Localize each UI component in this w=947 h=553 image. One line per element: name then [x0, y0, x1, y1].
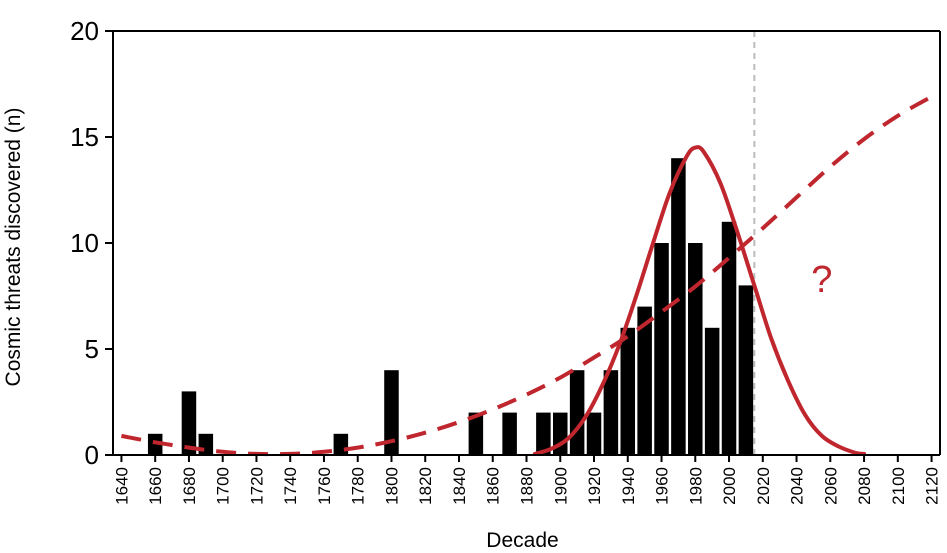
x-tick-label: 1820 — [416, 467, 435, 505]
y-tick-label: 20 — [70, 16, 99, 46]
bar — [620, 327, 636, 455]
x-tick-label: 1780 — [349, 467, 368, 505]
x-tick-label: 1740 — [281, 467, 300, 505]
bar — [704, 327, 720, 455]
bars-layer — [147, 158, 754, 455]
gaussian-fit-line — [532, 145, 867, 456]
x-tick-label: 1940 — [619, 467, 638, 505]
x-tick-label: 1840 — [450, 467, 469, 505]
x-tick-label: 1980 — [686, 467, 705, 505]
y-tick-label: 10 — [70, 228, 99, 258]
bar — [198, 433, 214, 455]
x-tick-label: 1960 — [653, 467, 672, 505]
bar — [721, 221, 737, 455]
x-tick-label: 1720 — [247, 467, 266, 505]
bar — [637, 306, 652, 455]
x-tick-label: 1900 — [551, 467, 570, 505]
x-tick-label: 2100 — [889, 467, 908, 505]
x-tick-label: 1640 — [112, 467, 131, 505]
x-tick-label: 1920 — [585, 467, 604, 505]
bar — [671, 158, 686, 455]
x-tick-label: 2000 — [720, 467, 739, 505]
x-tick-label: 2080 — [855, 467, 874, 505]
y-axis-title: Cosmic threats discovered (n) — [2, 108, 25, 387]
x-tick-label: 1880 — [518, 467, 537, 505]
x-tick-label: 2040 — [788, 467, 807, 505]
x-tick-label: 2060 — [821, 467, 840, 505]
y-tick-label: 15 — [70, 122, 99, 152]
bar — [569, 370, 585, 455]
bar — [654, 243, 669, 455]
x-tick-label: 2120 — [923, 467, 942, 505]
x-tick-label: 1760 — [315, 467, 334, 505]
bar — [502, 412, 517, 455]
bar — [147, 433, 163, 455]
bar — [384, 370, 399, 455]
axes-layer — [112, 30, 941, 456]
x-tick-label: 1700 — [214, 467, 233, 505]
y-tick-label: 0 — [85, 440, 99, 470]
bar — [333, 433, 349, 455]
x-tick-label: 1800 — [382, 467, 401, 505]
bar — [181, 391, 197, 455]
bar — [738, 285, 754, 455]
bar — [468, 412, 484, 455]
x-axis-title: Decade — [486, 529, 558, 552]
ticks-layer: 0 5 10 15 20 1640 1660 1680 1700 1720 1740 1760 1780… — [70, 16, 941, 505]
y-tick-label: 5 — [85, 334, 99, 364]
x-tick-label: 1680 — [180, 467, 199, 505]
bar — [536, 412, 551, 455]
x-tick-label: 1660 — [146, 467, 165, 505]
x-tick-label: 2020 — [754, 467, 773, 505]
fit-curves-layer — [121, 94, 933, 457]
bar — [688, 243, 703, 455]
bar — [586, 412, 602, 455]
question-annotation: ? — [811, 259, 832, 301]
bar — [603, 370, 619, 455]
x-tick-label: 1860 — [484, 467, 503, 505]
trend-fit-line — [121, 94, 933, 457]
